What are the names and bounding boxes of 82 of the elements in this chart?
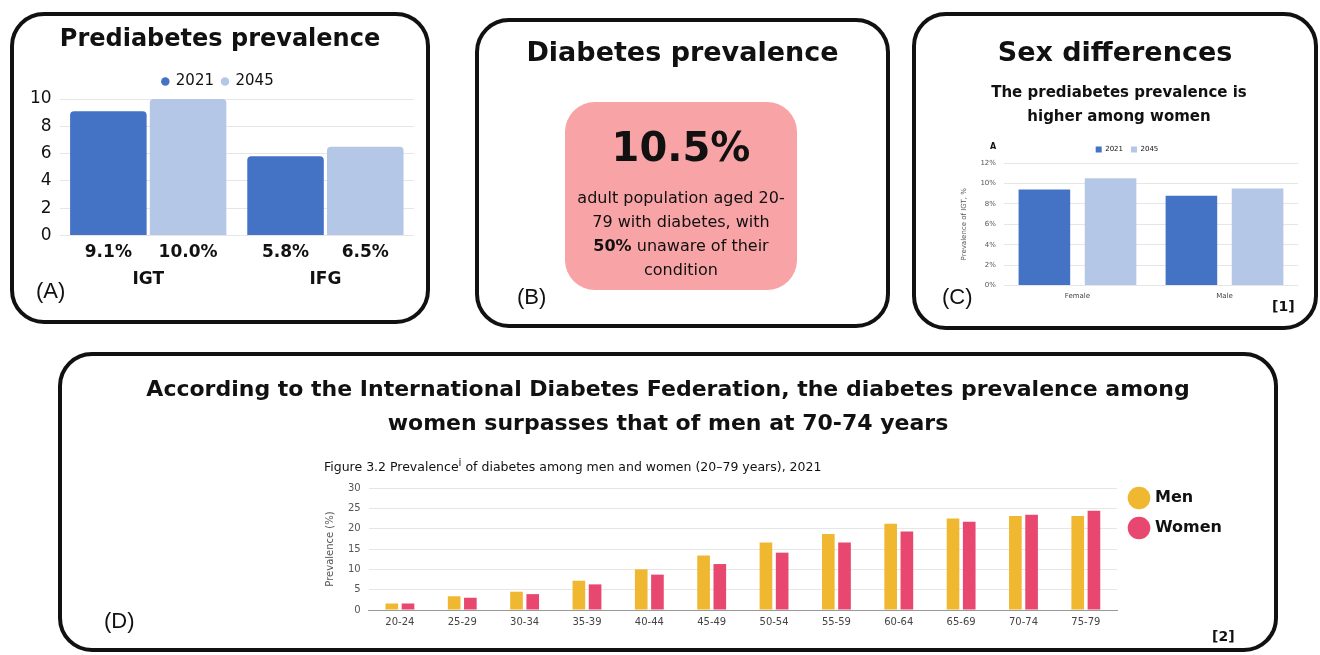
chart-title: Prediabetes prevalence	[58, 24, 382, 52]
legend-label: 2021	[175, 71, 215, 90]
bar	[1231, 188, 1284, 286]
bar	[526, 594, 540, 610]
bar	[821, 533, 835, 610]
y-tick-label: 4	[40, 169, 52, 190]
bar	[447, 596, 461, 610]
x-tick-label: IGT	[132, 268, 165, 289]
bar	[1025, 514, 1038, 610]
chart-title: According to the International Diabetes Federation, the diabetes prevalence among women surpasses that of men at 70-74 years	[145, 375, 1191, 437]
x-tick-label: 30-34	[510, 615, 540, 627]
x-tick-label: 70-74	[1008, 615, 1039, 627]
bar	[1071, 516, 1085, 610]
y-tick-label: 30	[347, 481, 361, 493]
y-tick-label: 5	[354, 583, 361, 595]
text: (A)	[36, 278, 66, 304]
bar	[510, 591, 523, 610]
bar	[900, 531, 914, 610]
bar	[70, 111, 147, 236]
bar	[385, 603, 399, 610]
chart-title: Sex differences	[996, 36, 1234, 67]
bar	[1009, 516, 1022, 610]
text: [2]	[1212, 628, 1235, 644]
bar	[1084, 178, 1137, 286]
legend-label: Women	[1155, 517, 1222, 537]
bar	[634, 569, 648, 610]
chart-subtitle: The prediabetes prevalence is higher among women	[990, 82, 1248, 127]
bar	[962, 521, 976, 610]
x-tick-label: 55-59	[821, 615, 851, 627]
y-tick-label: 15	[347, 542, 361, 554]
bar	[946, 518, 960, 610]
y-axis-title: Prevalence (%)	[323, 511, 335, 587]
text: Diabetes prevalence	[525, 36, 840, 67]
y-tick-label: 10	[29, 87, 52, 108]
text: A	[990, 142, 997, 151]
data-label: 5.8%	[261, 240, 310, 261]
bar	[775, 552, 789, 610]
legend-label: 2045	[235, 71, 274, 90]
y-tick-label: 2	[40, 196, 52, 217]
bar	[401, 603, 415, 610]
y-tick-label: 10	[347, 562, 361, 574]
x-tick-label: 25-29	[447, 615, 477, 627]
data-label: 6.5%	[341, 240, 389, 261]
x-tick-label: 35-39	[572, 615, 602, 627]
bar	[1018, 189, 1071, 286]
bar	[884, 523, 897, 610]
x-tick-label: 20-24	[385, 615, 415, 627]
bar	[1087, 510, 1101, 610]
bar	[759, 542, 773, 610]
text: (B)	[517, 284, 547, 310]
bar	[149, 99, 227, 236]
chart-subtitle: Figure 3.2 Prevalence$^{i}$ of diabetes among men and women (20–79 years), 2021	[324, 456, 822, 475]
bar	[572, 580, 586, 610]
y-tick-label: 20	[347, 522, 361, 534]
text: [1]	[1272, 298, 1295, 314]
y-tick-label: 8	[40, 114, 52, 135]
y-tick-label: 6	[40, 142, 52, 163]
bar	[838, 542, 851, 610]
bar	[713, 564, 727, 610]
x-tick-label: 45-49	[697, 615, 727, 627]
x-tick-label: 60-64	[884, 615, 914, 627]
bar	[464, 597, 477, 610]
bar	[588, 584, 602, 610]
bar	[327, 146, 404, 236]
legend-label: Men	[1155, 487, 1194, 507]
data-label: 10.0%	[158, 240, 218, 261]
text: (D)	[104, 608, 135, 634]
x-tick-label: 40-44	[634, 615, 664, 627]
x-tick-label: 50-54	[759, 615, 789, 627]
x-tick-label: 65-69	[946, 615, 976, 627]
y-tick-label: 25	[347, 501, 361, 513]
bar	[247, 156, 324, 236]
x-tick-label: 75-79	[1071, 615, 1101, 627]
text: (C)	[942, 284, 973, 310]
y-tick-label: 0	[354, 603, 361, 615]
data-label: 9.1%	[84, 240, 132, 261]
bar	[1165, 195, 1218, 286]
bar	[651, 574, 664, 610]
bar	[697, 555, 710, 610]
x-tick-label: IFG	[309, 268, 342, 289]
rounded-box: 10.5% adult population aged 20-79 with diabetes, with 50% unaware of their condition	[565, 102, 797, 290]
y-tick-label: 0	[40, 224, 52, 245]
